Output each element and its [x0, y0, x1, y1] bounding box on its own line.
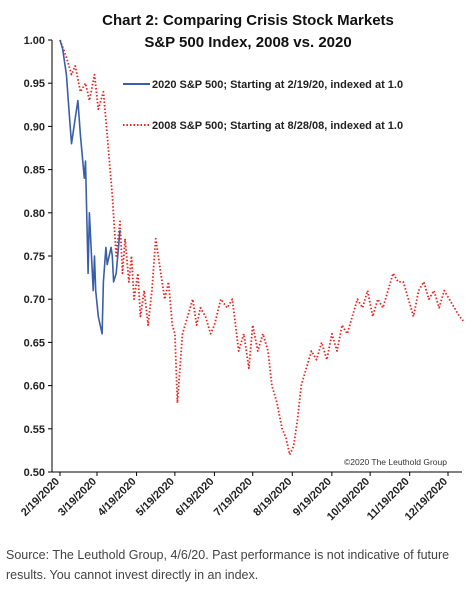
y-tick-label: 0.85 — [24, 165, 45, 177]
series-line-2020 — [59, 39, 121, 335]
chart-annotation: ©2020 The Leuthold Group — [344, 457, 447, 467]
line-chart: Chart 2: Comparing Crisis Stock Markets … — [0, 0, 472, 535]
source-note: Source: The Leuthold Group, 4/6/20. Past… — [6, 548, 450, 582]
y-tick-label: 0.80 — [24, 208, 45, 220]
y-tick-label: 0.95 — [24, 78, 45, 90]
y-tick-label: 1.00 — [24, 35, 45, 47]
y-tick-label: 0.75 — [24, 251, 45, 263]
chart-subtitle: S&P 500 Index, 2008 vs. 2020 — [144, 34, 351, 51]
y-tick-label: 0.60 — [24, 381, 45, 393]
chart-container: Chart 2: Comparing Crisis Stock Markets … — [0, 0, 472, 535]
y-tick-label: 0.50 — [24, 467, 45, 479]
series-layer — [59, 39, 464, 456]
y-tick-label: 0.90 — [24, 121, 45, 133]
legend: 2020 S&P 500; Starting at 2/19/20, index… — [123, 79, 403, 132]
y-tick-label: 0.70 — [24, 294, 45, 306]
legend-label-2008: 2008 S&P 500; Starting at 8/28/08, index… — [152, 120, 403, 132]
y-tick-label: 0.65 — [24, 337, 45, 349]
legend-label-2020: 2020 S&P 500; Starting at 2/19/20, index… — [152, 79, 403, 91]
series-line-2008 — [59, 39, 464, 456]
y-tick-label: 0.55 — [24, 424, 45, 436]
chart-background — [0, 0, 472, 535]
chart-title: Chart 2: Comparing Crisis Stock Markets — [102, 12, 394, 29]
